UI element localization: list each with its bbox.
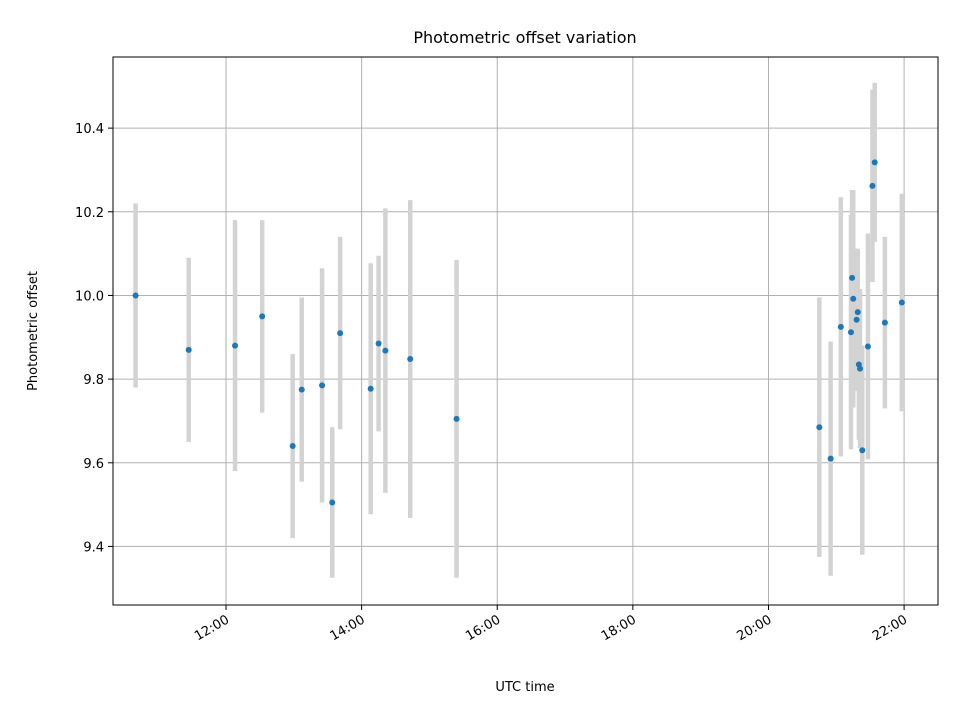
- data-point: [337, 330, 344, 337]
- x-axis-ticks: 12:00 14:00 16:00 18:00 20:00 22:00: [192, 605, 910, 644]
- y-tick-label: 9.4: [83, 540, 104, 555]
- data-point: [329, 499, 336, 506]
- data-point: [869, 182, 876, 189]
- data-point: [259, 313, 266, 320]
- data-point: [849, 274, 856, 281]
- data-point: [816, 424, 823, 431]
- data-point: [132, 292, 139, 299]
- data-markers: [132, 159, 905, 506]
- data-point: [298, 386, 305, 393]
- plot-frame: [112, 56, 939, 606]
- data-point: [319, 382, 326, 389]
- data-point: [881, 319, 888, 326]
- data-point: [850, 295, 857, 302]
- data-point: [847, 329, 854, 336]
- data-point: [871, 159, 878, 166]
- data-point: [864, 343, 871, 350]
- y-tick-label: 9.8: [83, 373, 104, 388]
- data-point: [185, 346, 192, 353]
- y-tick-label: 10.2: [75, 206, 104, 221]
- data-point: [232, 342, 239, 349]
- data-point: [898, 299, 905, 306]
- data-point: [854, 309, 861, 316]
- data-point: [289, 443, 296, 450]
- y-tick-label: 10.0: [75, 289, 104, 304]
- data-point: [367, 385, 374, 392]
- data-point: [407, 356, 414, 363]
- chart-title: Photometric offset variation: [413, 28, 636, 47]
- y-axis-label: Photometric offset: [26, 271, 41, 391]
- data-point: [853, 316, 860, 323]
- y-tick-label: 9.6: [83, 457, 104, 472]
- y-axis-ticks: 9.4 9.6 9.8 10.0 10.2 10.4: [75, 122, 113, 555]
- data-point: [453, 415, 460, 422]
- x-axis-label: UTC time: [495, 680, 554, 695]
- data-point: [375, 340, 382, 347]
- data-point: [837, 323, 844, 330]
- grid: [113, 57, 938, 605]
- y-tick-label: 10.4: [75, 122, 104, 137]
- data-point: [382, 347, 389, 354]
- data-point: [859, 447, 866, 454]
- data-point: [857, 365, 864, 372]
- data-point: [827, 455, 834, 462]
